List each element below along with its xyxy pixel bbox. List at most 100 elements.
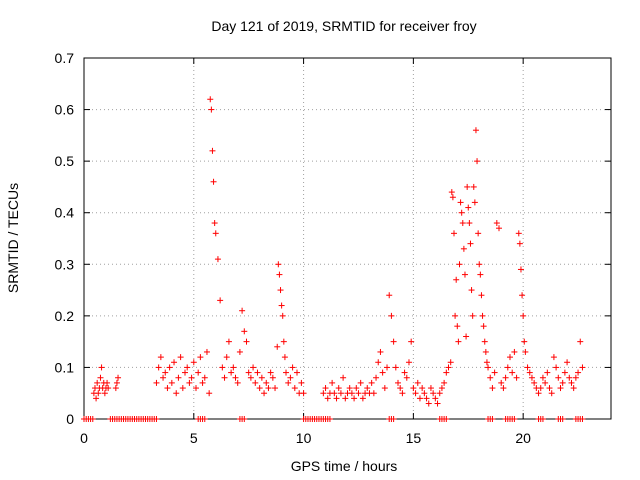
data-point <box>199 379 206 386</box>
data-point <box>480 323 487 330</box>
data-point <box>553 364 560 371</box>
data-point <box>401 369 408 376</box>
data-point <box>195 369 202 376</box>
data-point <box>162 369 169 376</box>
data-point <box>184 364 191 371</box>
data-point <box>506 354 513 361</box>
data-point <box>101 390 108 397</box>
data-point <box>441 379 448 386</box>
data-point <box>449 194 456 201</box>
data-point <box>236 348 243 355</box>
data-point <box>403 374 410 381</box>
data-point <box>575 369 582 376</box>
data-point <box>559 379 566 386</box>
data-point <box>359 395 366 402</box>
data-point <box>421 390 428 397</box>
data-point <box>153 379 160 386</box>
data-point <box>432 395 439 402</box>
data-point <box>458 209 465 216</box>
data-point <box>287 374 294 381</box>
data-point <box>493 220 500 227</box>
data-point <box>430 390 437 397</box>
data-point <box>348 390 355 397</box>
data-point <box>105 385 112 392</box>
data-point <box>489 416 496 422</box>
data-point <box>113 379 120 386</box>
data-point <box>351 395 358 402</box>
tick-layer: 0 0.1 0.2 0.3 0.4 0.5 0.6 0.7 0 5 10 15 20 <box>55 50 611 446</box>
data-point <box>515 230 522 237</box>
data-point <box>434 400 441 407</box>
data-point <box>577 338 584 345</box>
data-point <box>461 271 468 278</box>
data-point <box>381 385 388 392</box>
data-point <box>277 287 284 294</box>
data-point <box>546 385 553 392</box>
data-point <box>250 364 257 371</box>
data-point <box>197 354 204 361</box>
data-point <box>423 395 430 402</box>
data-point <box>281 354 288 361</box>
data-point <box>544 369 551 376</box>
x-tick-label: 10 <box>296 430 312 446</box>
data-point <box>94 379 101 386</box>
data-point <box>267 369 274 376</box>
y-tick-label: 0.5 <box>55 153 75 169</box>
data-point <box>377 348 384 355</box>
data-point <box>254 369 261 376</box>
data-point <box>155 364 162 371</box>
data-point <box>212 230 219 237</box>
data-point <box>241 328 248 335</box>
data-point <box>519 292 526 299</box>
data-point <box>559 416 566 422</box>
data-point <box>459 220 466 227</box>
data-point <box>487 374 494 381</box>
data-point <box>373 374 380 381</box>
data-point <box>491 369 498 376</box>
data-point <box>550 354 557 361</box>
data-point <box>455 338 462 345</box>
data-point <box>509 369 516 376</box>
data-point <box>379 369 386 376</box>
data-point <box>425 400 432 407</box>
data-point <box>498 379 505 386</box>
data-point <box>460 245 467 252</box>
data-point <box>496 225 503 232</box>
data-point <box>289 364 296 371</box>
data-point <box>300 390 307 397</box>
data-point <box>89 416 96 422</box>
data-point <box>412 390 419 397</box>
data-point <box>357 379 364 386</box>
data-point <box>153 416 160 422</box>
x-tick-label: 0 <box>80 430 88 446</box>
data-point <box>186 379 193 386</box>
data-point <box>278 302 285 309</box>
data-point <box>482 348 489 355</box>
data-point <box>477 271 484 278</box>
chart-title: Day 121 of 2019, SRMTID for receiver fro… <box>211 18 476 34</box>
data-point <box>274 343 281 350</box>
data-point <box>182 369 189 376</box>
data-point <box>478 292 485 299</box>
data-points <box>81 96 586 422</box>
data-point <box>572 374 579 381</box>
data-point <box>258 374 265 381</box>
y-tick-label: 0.7 <box>55 50 75 66</box>
data-point <box>450 230 457 237</box>
data-point <box>342 395 349 402</box>
data-point <box>166 364 173 371</box>
data-point <box>247 374 254 381</box>
data-point <box>269 374 276 381</box>
y-tick-label: 0.2 <box>55 308 75 324</box>
data-point <box>298 379 305 386</box>
data-point <box>526 369 533 376</box>
y-tick-label: 0.3 <box>55 256 75 272</box>
data-point <box>539 416 546 422</box>
data-point <box>476 261 483 268</box>
data-point <box>483 359 490 366</box>
data-point <box>112 385 119 392</box>
data-point <box>408 338 415 345</box>
data-point <box>275 261 282 268</box>
data-point <box>405 359 412 366</box>
